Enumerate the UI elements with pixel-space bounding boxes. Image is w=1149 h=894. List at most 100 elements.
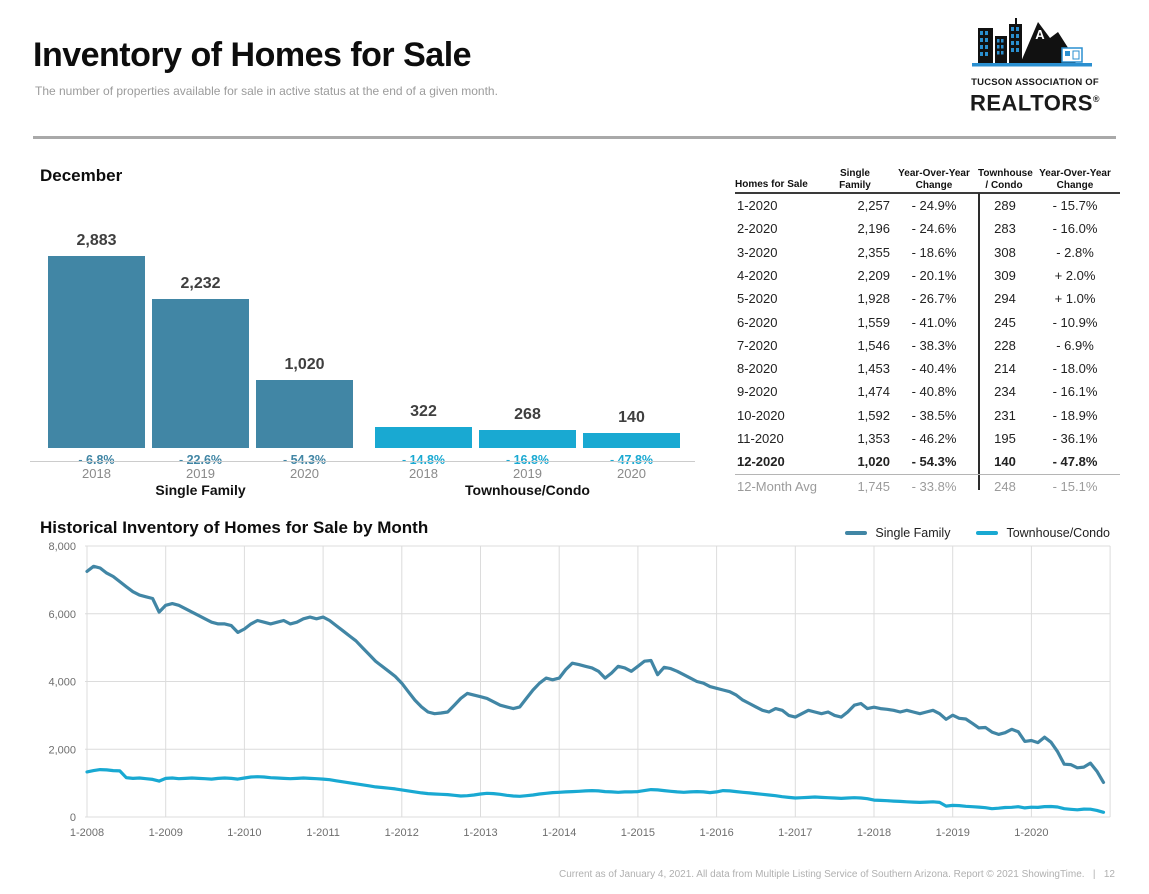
legend-label: Townhouse/Condo bbox=[1006, 526, 1110, 540]
cell-tc_yoy: - 15.1% bbox=[1052, 478, 1098, 494]
cell-tc: 289 bbox=[994, 198, 1016, 213]
table-header-line: / Condo bbox=[985, 179, 1023, 191]
table-header-line: Change bbox=[915, 179, 953, 191]
cell-sf_yoy: - 41.0% bbox=[911, 314, 957, 330]
bar-value-label: 1,020 bbox=[284, 356, 325, 374]
cell-tc: 195 bbox=[994, 431, 1016, 446]
x-axis-tick-label: 1-2016 bbox=[699, 827, 733, 839]
cell-sf: 1,453 bbox=[857, 361, 890, 377]
cell-tc_yoy: - 10.9% bbox=[1052, 314, 1098, 330]
table-header-2: Year-Over-Year Change bbox=[890, 168, 978, 191]
table-header-4: Year-Over-Year Change bbox=[1030, 168, 1120, 191]
bar-year-label: 2020 bbox=[617, 466, 646, 481]
footer-source-text: Current as of January 4, 2021. All data … bbox=[558, 869, 1085, 880]
cell-sf: 1,353 bbox=[857, 431, 890, 446]
cell-sf_yoy: - 33.8% bbox=[911, 478, 957, 494]
x-axis-tick-label: 1-2020 bbox=[1014, 827, 1048, 839]
table-row-7-2020: 7-2020 1,546 - 38.3% 228 - 6.9% bbox=[735, 334, 1120, 357]
y-axis-tick-label: 6,000 bbox=[48, 609, 76, 621]
bar-value-label: 140 bbox=[618, 409, 645, 426]
bar-single-family-2020 bbox=[256, 380, 353, 448]
cell-month: 1-2020 bbox=[737, 198, 778, 213]
table-header-line: Year-Over-Year bbox=[1039, 168, 1111, 179]
logo-association-text: TUCSON ASSOCIATION OF bbox=[971, 77, 1099, 88]
bar-change-label: - 47.8% bbox=[609, 453, 654, 467]
table-header-0: Homes for Sale bbox=[735, 179, 819, 191]
cell-tc: 214 bbox=[994, 361, 1016, 377]
x-axis-tick-label: 1-2011 bbox=[306, 827, 339, 839]
cell-sf_yoy: - 38.5% bbox=[911, 407, 957, 423]
cell-tc: 248 bbox=[994, 478, 1016, 494]
bar-change-label: - 16.8% bbox=[505, 453, 550, 467]
cell-sf_yoy: - 24.6% bbox=[911, 221, 957, 237]
cell-tc_yoy: - 18.9% bbox=[1052, 407, 1098, 423]
table-header-line: Townhouse bbox=[978, 168, 1033, 179]
x-axis-tick-label: 1-2017 bbox=[778, 827, 812, 839]
cell-month: 9-2020 bbox=[737, 384, 778, 400]
page-title: Inventory of Homes for Sale bbox=[33, 36, 472, 74]
cell-tc: 294 bbox=[994, 291, 1016, 307]
cell-tc_yoy: + 1.0% bbox=[1054, 291, 1096, 307]
bar-value-label: 2,883 bbox=[76, 232, 117, 249]
cell-month: 12-2020 bbox=[737, 454, 785, 470]
cell-sf: 1,546 bbox=[857, 337, 890, 353]
svg-text:A: A bbox=[1035, 27, 1045, 42]
line-chart-title: Historical Inventory of Homes for Sale b… bbox=[40, 518, 429, 537]
cell-month: 10-2020 bbox=[737, 407, 785, 423]
table-row-12-month-avg: 12-Month Avg 1,745 - 33.8% 248 - 15.1% bbox=[735, 473, 1120, 498]
table-row-5-2020: 5-2020 1,928 - 26.7% 294 + 1.0% bbox=[735, 287, 1120, 310]
table-row-12-2020: 12-2020 1,020 - 54.3% 140 - 47.8% bbox=[735, 450, 1120, 473]
cell-sf: 1,928 bbox=[857, 291, 890, 307]
logo-realtors-word: REALTORS bbox=[969, 90, 1093, 116]
cell-month: 3-2020 bbox=[737, 244, 778, 260]
x-axis-tick-label: 1-2019 bbox=[936, 827, 970, 839]
cell-sf: 2,355 bbox=[857, 244, 890, 260]
table-row-10-2020: 10-2020 1,592 - 38.5% 231 - 18.9% bbox=[735, 404, 1120, 427]
cell-sf: 2,209 bbox=[857, 267, 890, 283]
bar-chart-title: December bbox=[40, 166, 123, 185]
bar-group-label: Townhouse/Condo bbox=[465, 482, 590, 498]
cell-sf: 1,559 bbox=[857, 314, 890, 330]
x-axis-tick-label: 1-2008 bbox=[70, 827, 104, 839]
report-footer: Current as of January 4, 2021. All data … bbox=[559, 869, 1115, 880]
table-header-3: Townhouse / Condo bbox=[978, 168, 1033, 191]
cell-tc_yoy: - 36.1% bbox=[1052, 431, 1098, 446]
table-row-1-2020: 1-2020 2,257 - 24.9% 289 - 15.7% bbox=[735, 194, 1120, 217]
cell-sf_yoy: - 40.8% bbox=[911, 384, 957, 400]
footer-separator: | bbox=[1092, 869, 1096, 880]
cell-month: 7-2020 bbox=[737, 337, 778, 353]
bar-change-label: - 54.3% bbox=[282, 453, 327, 467]
legend-swatch-icon bbox=[976, 531, 999, 535]
table-header-underline bbox=[735, 192, 1120, 194]
cell-tc_yoy: - 15.7% bbox=[1052, 198, 1098, 213]
cell-tc_yoy: - 2.8% bbox=[1056, 244, 1094, 260]
bar-year-label: 2019 bbox=[513, 466, 542, 481]
table-row-8-2020: 8-2020 1,453 - 40.4% 214 - 18.0% bbox=[735, 357, 1120, 380]
table-row-3-2020: 3-2020 2,355 - 18.6% 308 - 2.8% bbox=[735, 241, 1120, 264]
cell-tc_yoy: - 16.0% bbox=[1052, 221, 1098, 237]
y-axis-tick-label: 4,000 bbox=[48, 677, 76, 689]
cell-month: 4-2020 bbox=[737, 267, 778, 283]
y-axis-tick-label: 0 bbox=[70, 812, 76, 824]
table-header-line: Year-Over-Year bbox=[898, 168, 970, 179]
cell-tc_yoy: + 2.0% bbox=[1054, 267, 1096, 283]
bar-change-label: - 22.6% bbox=[178, 453, 223, 467]
bar-year-label: 2019 bbox=[186, 466, 215, 481]
bar-chart-baseline bbox=[30, 461, 695, 462]
table-row-2-2020: 2-2020 2,196 - 24.6% 283 - 16.0% bbox=[735, 217, 1120, 240]
cell-tc: 234 bbox=[994, 384, 1016, 400]
footer-page-number: 12 bbox=[1103, 869, 1115, 880]
cell-tc_yoy: - 47.8% bbox=[1052, 454, 1098, 470]
table-header-line: Homes for Sale bbox=[735, 179, 808, 190]
cell-sf_yoy: - 24.9% bbox=[911, 198, 957, 213]
cell-sf_yoy: - 18.6% bbox=[911, 244, 957, 260]
bar-value-label: 322 bbox=[410, 402, 437, 420]
x-axis-tick-label: 1-2010 bbox=[227, 827, 261, 839]
cell-sf: 1,745 bbox=[857, 478, 890, 494]
cell-tc: 231 bbox=[994, 407, 1016, 423]
cell-sf_yoy: - 54.3% bbox=[911, 454, 957, 470]
table-row-9-2020: 9-2020 1,474 - 40.8% 234 - 16.1% bbox=[735, 380, 1120, 403]
x-axis-tick-label: 1-2015 bbox=[621, 827, 655, 839]
december-bar-chart: 2,883- 6.8% 2018 2,232- 22.6% 2019 1,020- 54… bbox=[30, 160, 720, 505]
cell-month: 12-Month Avg bbox=[737, 478, 817, 494]
